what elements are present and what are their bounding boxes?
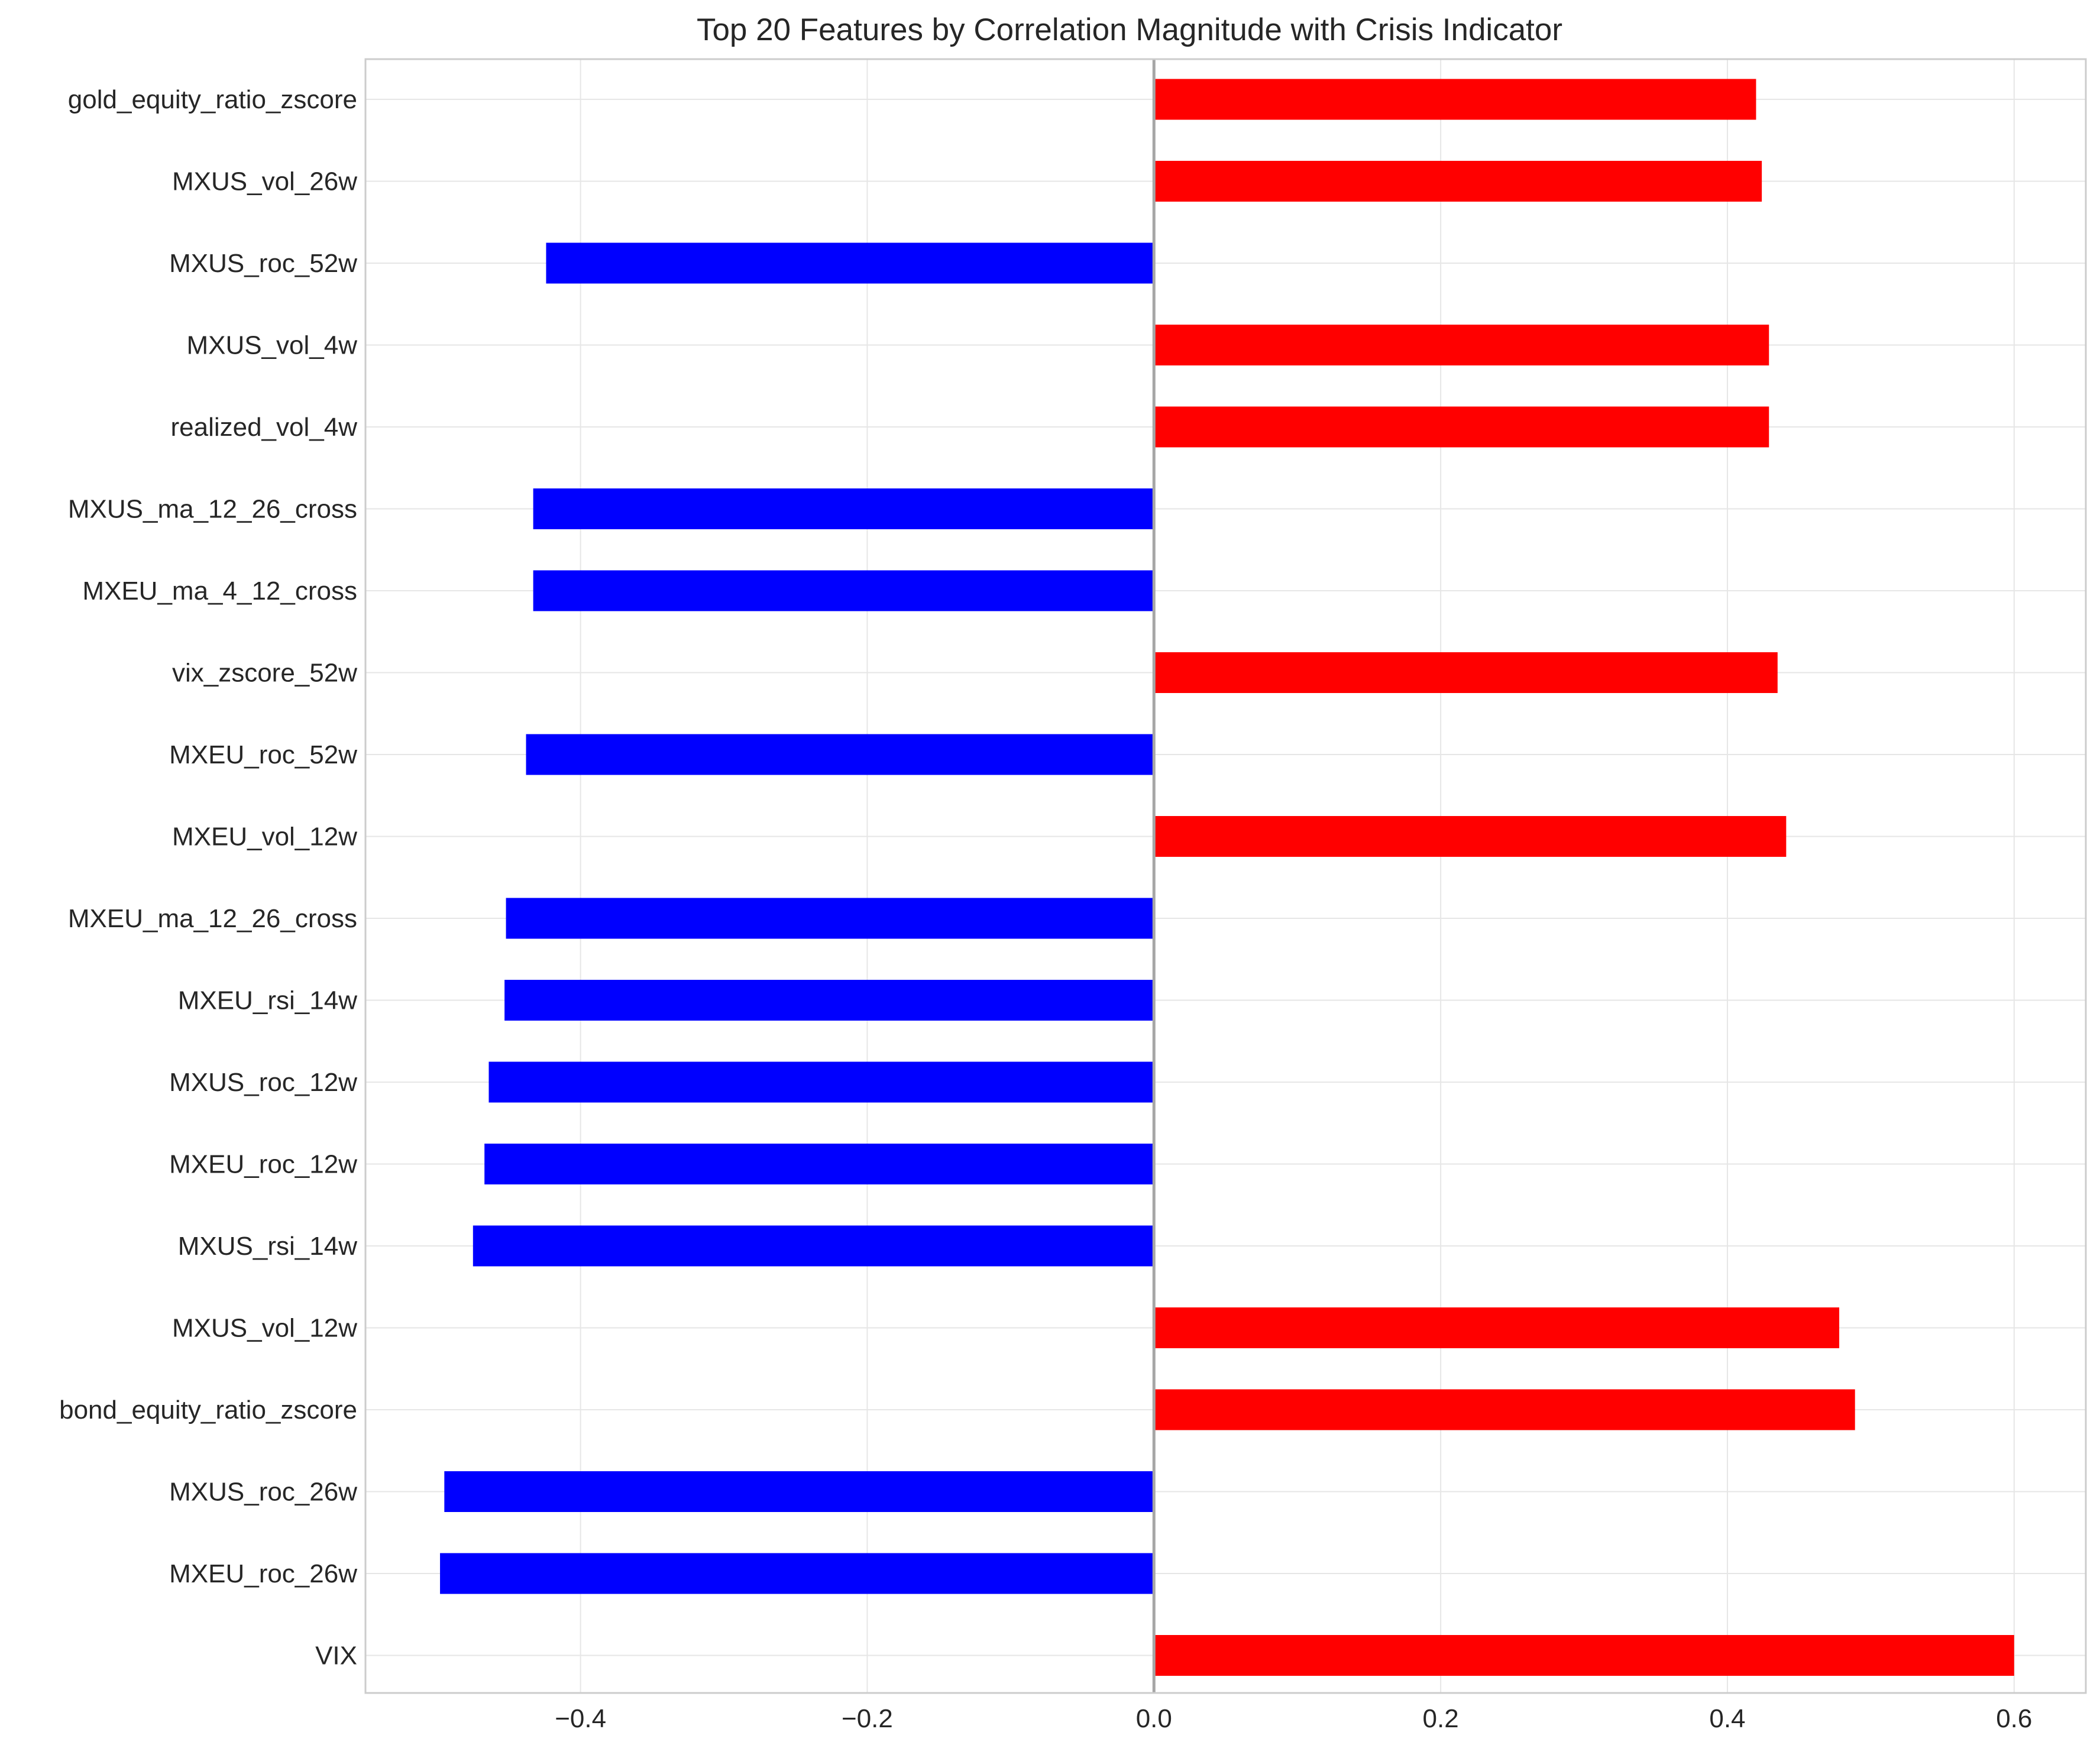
axes: −0.4 −0.2 0.0 0.2 0.4 0.6 gold_equity_ratio_zs… — [59, 58, 2087, 1733]
bar-positive — [1154, 652, 1778, 693]
x-tick-label: 0.6 — [1996, 1704, 2032, 1733]
y-tick-label: MXEU_rsi_14w — [178, 986, 357, 1015]
grid-lines — [365, 59, 2086, 1693]
bars — [440, 79, 2014, 1676]
bar-positive — [1154, 1307, 1840, 1348]
bar-positive — [1154, 79, 1756, 120]
y-tick-label: MXUS_roc_52w — [169, 249, 357, 278]
bar-negative — [440, 1553, 1154, 1594]
bar-negative — [546, 242, 1154, 284]
bar-negative — [526, 734, 1154, 775]
y-tick-label: MXEU_vol_12w — [172, 823, 357, 852]
y-tick-label: MXEU_roc_52w — [169, 740, 357, 769]
bar-negative — [444, 1471, 1154, 1512]
x-tick-label: −0.2 — [842, 1704, 893, 1733]
y-tick-label: MXUS_vol_26w — [172, 167, 357, 196]
bar-positive — [1154, 325, 1769, 365]
y-tick-label: bond_equity_ratio_zscore — [59, 1396, 357, 1425]
y-tick-label: MXEU_roc_26w — [169, 1559, 357, 1588]
y-tick-label: MXUS_vol_12w — [172, 1314, 357, 1343]
bar-positive — [1154, 406, 1769, 448]
y-tick-label: gold_equity_ratio_zscore — [68, 85, 357, 114]
y-tick-label: MXEU_ma_4_12_cross — [82, 577, 357, 606]
y-tick-label: vix_zscore_52w — [172, 659, 357, 688]
plot-frame — [364, 58, 2087, 1694]
y-tick-label: realized_vol_4w — [170, 413, 357, 442]
x-tick-label: −0.4 — [555, 1704, 606, 1733]
y-tick-label: MXUS_rsi_14w — [178, 1232, 357, 1261]
y-tick-label: MXUS_roc_26w — [169, 1478, 357, 1507]
x-tick-label: 0.2 — [1423, 1704, 1459, 1733]
bar-negative — [488, 1061, 1154, 1103]
x-tick-label: 0.4 — [1709, 1704, 1745, 1733]
bar-negative — [473, 1225, 1154, 1267]
bar-negative — [533, 570, 1154, 611]
bar-positive — [1154, 1389, 1855, 1430]
bar-negative — [504, 980, 1154, 1021]
bar-negative — [484, 1144, 1154, 1184]
bar-positive — [1154, 816, 1787, 857]
y-tick-label: MXUS_vol_4w — [186, 331, 357, 360]
bar-negative — [533, 488, 1154, 529]
y-tick-label: MXEU_ma_12_26_cross — [68, 904, 357, 933]
y-tick-label: MXUS_ma_12_26_cross — [68, 495, 357, 524]
y-tick-label: VIX — [315, 1642, 357, 1670]
bar-positive — [1154, 1635, 2014, 1676]
chart-title: Top 20 Features by Correlation Magnitude… — [697, 12, 1562, 47]
y-tick-label: MXEU_roc_12w — [169, 1150, 357, 1179]
x-tick-label: 0.0 — [1136, 1704, 1172, 1733]
bar-positive — [1154, 161, 1762, 202]
bar-negative — [506, 898, 1154, 939]
y-tick-label: MXUS_roc_12w — [169, 1068, 357, 1097]
